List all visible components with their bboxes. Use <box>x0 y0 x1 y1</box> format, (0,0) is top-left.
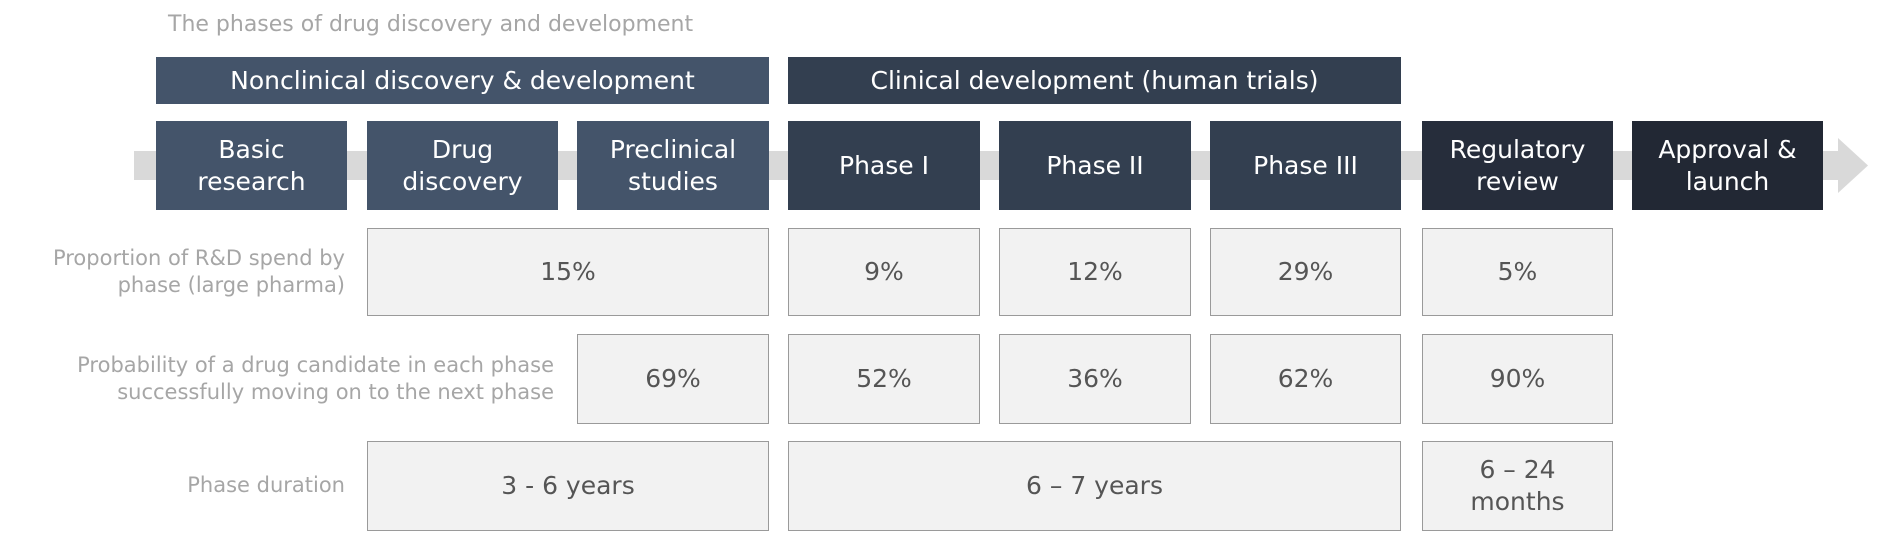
table-cell: 12% <box>999 228 1191 316</box>
table-cell: 6 – 7 years <box>788 441 1401 531</box>
phase-box: Drug discovery <box>367 121 558 210</box>
table-cell: 5% <box>1422 228 1613 316</box>
table-cell: 15% <box>367 228 769 316</box>
group-header: Nonclinical discovery & development <box>156 57 769 104</box>
row-label: Phase duration <box>187 473 345 498</box>
row-label: Probability of a drug candidate in each … <box>77 352 554 404</box>
table-cell: 69% <box>577 334 769 424</box>
table-cell: 9% <box>788 228 980 316</box>
phase-box: Phase II <box>999 121 1191 210</box>
phase-box: Phase I <box>788 121 980 210</box>
row-label: Proportion of R&D spend by phase (large … <box>52 245 345 297</box>
arrow-head <box>1838 138 1868 193</box>
diagram-title: The phases of drug discovery and develop… <box>168 12 694 37</box>
group-header: Clinical development (human trials) <box>788 57 1401 104</box>
phase-box: Preclinical studies <box>577 121 769 210</box>
table-cell: 29% <box>1210 228 1401 316</box>
phase-box: Approval & launch <box>1632 121 1823 210</box>
table-cell: 62% <box>1210 334 1401 424</box>
phase-box: Basic research <box>156 121 347 210</box>
phase-box: Phase III <box>1210 121 1401 210</box>
table-cell: 6 – 24 months <box>1422 441 1613 531</box>
table-cell: 90% <box>1422 334 1613 424</box>
table-cell: 3 - 6 years <box>367 441 769 531</box>
table-cell: 52% <box>788 334 980 424</box>
table-cell: 36% <box>999 334 1191 424</box>
phase-box: Regulatory review <box>1422 121 1613 210</box>
